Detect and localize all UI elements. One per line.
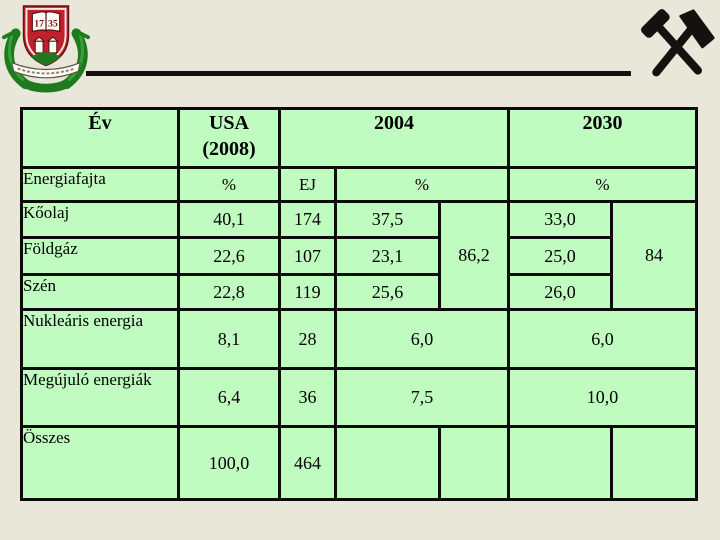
header-row-years: Év USA (2008) 2004 2030 [20, 107, 699, 169]
cell-osszes-2030-a [507, 425, 614, 501]
cell-merged-2004: 86,2 [437, 200, 511, 311]
header-2030-pct: % [507, 166, 699, 203]
row-szen: Szén 22,8 119 25,6 26,0 [20, 273, 697, 311]
cell-nuklearis-2030: 6,0 [507, 308, 699, 370]
header-divider-line [86, 71, 631, 76]
cell-koolaj-ej: 174 [278, 200, 337, 239]
row-foldgaz: Földgáz 22,6 107 23,1 25,0 [20, 236, 697, 276]
cell-megujulo-label: Megújuló energiák [20, 367, 180, 428]
cell-szen-ej: 119 [278, 273, 337, 311]
cell-merged-2030: 84 [610, 200, 699, 311]
cell-koolaj-usa: 40,1 [177, 200, 281, 239]
cell-osszes-ej: 464 [278, 425, 337, 501]
row-nuklearis: Nukleáris energia 8,1 28 6,0 6,0 [20, 308, 699, 370]
row-megujulo: Megújuló energiák 6,4 36 7,5 10,0 [20, 367, 699, 428]
header-2004: 2004 [277, 107, 511, 169]
cell-foldgaz-2004: 23,1 [334, 236, 441, 276]
cell-osszes-2030-b [610, 425, 699, 501]
header-energiafajta: Energiafajta [20, 166, 180, 203]
cell-nuklearis-usa: 8,1 [177, 308, 281, 370]
cell-koolaj-2004: 37,5 [334, 200, 441, 239]
cell-nuklearis-label: Nukleáris energia [20, 308, 180, 370]
cell-szen-label: Szén [20, 273, 180, 311]
header-ej: EJ [278, 166, 337, 203]
cell-megujulo-2030: 10,0 [507, 367, 699, 428]
cell-osszes-usa: 100,0 [177, 425, 281, 501]
crest-towers-icon [32, 36, 60, 54]
cell-osszes-label: Összes [20, 425, 180, 501]
header-usa-2008: USA (2008) [177, 107, 281, 169]
crossed-hammers-icon [641, 9, 715, 77]
row-osszes: Összes 100,0 464 [20, 425, 699, 501]
row-koolaj: Kőolaj 40,1 174 37,5 86,2 33,0 84 [20, 200, 699, 311]
cell-nuklearis-ej: 28 [278, 308, 337, 370]
cell-koolaj-label: Kőolaj [20, 200, 180, 239]
cell-osszes-2004-a [334, 425, 441, 501]
crest-year-left: 17 [34, 18, 44, 29]
cell-megujulo-ej: 36 [278, 367, 337, 428]
cell-koolaj-2030: 33,0 [507, 200, 614, 239]
header-2004-pct: % [333, 166, 511, 203]
energy-table: Év USA (2008) 2004 2030 Energiafajta % E… [20, 107, 699, 501]
cell-foldgaz-ej: 107 [278, 236, 337, 276]
cell-nuklearis-2004: 6,0 [333, 308, 511, 370]
cell-foldgaz-label: Földgáz [20, 236, 180, 276]
header-row-units: Energiafajta % EJ % % [20, 166, 699, 203]
cell-szen-2004: 25,6 [334, 273, 441, 311]
cell-foldgaz-usa: 22,6 [177, 236, 281, 276]
cell-szen-2030: 26,0 [507, 273, 614, 311]
header-usa-pct: % [177, 166, 281, 203]
header-ev: Év [20, 107, 180, 169]
cell-megujulo-usa: 6,4 [177, 367, 281, 428]
cell-szen-usa: 22,8 [177, 273, 281, 311]
crest-year-right: 35 [48, 18, 58, 29]
cell-megujulo-2004: 7,5 [333, 367, 511, 428]
cell-foldgaz-2030: 25,0 [507, 236, 614, 276]
header-2030: 2030 [507, 107, 699, 169]
cell-osszes-2004-b [437, 425, 511, 501]
university-crest-icon: 17 35 [2, 5, 90, 93]
